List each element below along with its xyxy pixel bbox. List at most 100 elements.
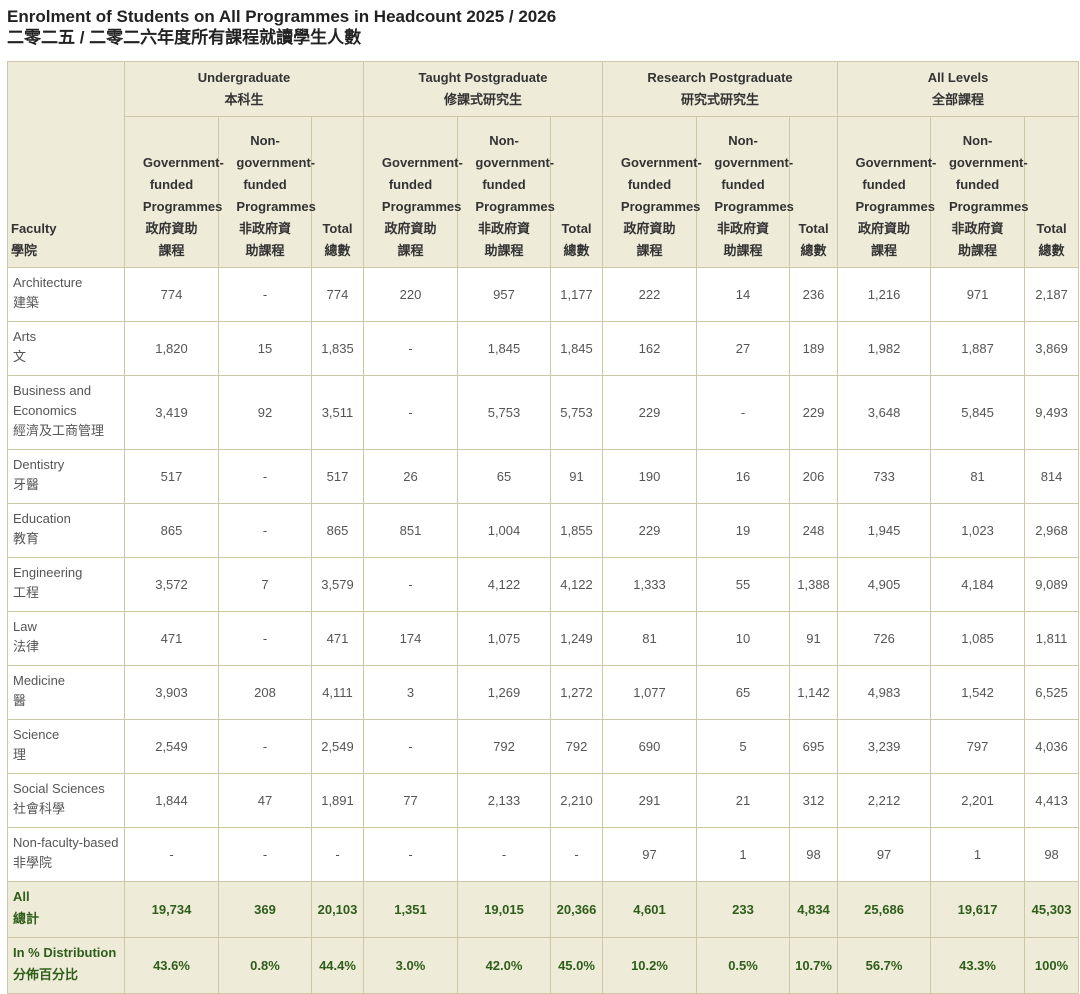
cell: 1,177 [549,267,604,322]
cell: 2,968 [1024,503,1080,558]
column-header: Government-funded Programmes 政府資助課程 [363,116,463,268]
cell: 971 [930,267,1026,322]
cell: 0.5% [696,937,791,994]
faculty-header-en: Faculty [11,221,57,236]
cell: 100% [1024,937,1080,994]
cell: 19,734 [124,881,219,938]
cell: 4,122 [457,557,551,612]
column-header: Government-funded Programmes 政府資助課程 [602,116,702,268]
cell: - [218,611,312,666]
group-en: Research Postgraduate [647,70,793,85]
faculty-en: All [13,889,30,904]
column-zh: 非政府資助課程 [238,221,291,258]
cell: 1,891 [311,773,364,828]
faculty-header-zh: 學院 [11,243,38,258]
cell: 1,004 [457,503,551,558]
group-zh: 本科生 [224,92,264,107]
group-header: All Levels 全部課程 [837,61,1080,117]
faculty-en: Medicine [13,673,66,688]
cell: 91 [789,611,839,666]
faculty-en: Non-faculty-based [13,835,119,850]
cell: 10.2% [602,937,698,994]
faculty-row: Business and Economics 經濟及工商管理 3,419 92 3,51… [7,375,1080,450]
cell: 65 [696,665,791,720]
cell: - [549,827,604,882]
cell: 98 [789,827,839,882]
column-zh: 政府資助課程 [858,221,911,258]
table-head: Faculty 學院 Undergraduate 本科生 Taught Postgr… [7,61,1080,268]
cell: 47 [218,773,312,828]
column-header: Total 總數 [1024,116,1080,268]
cell: 97 [837,827,932,882]
cell: 4,834 [789,881,839,938]
faculty-name: Education 教育 [7,503,125,558]
cell: - [218,503,312,558]
cell: 19 [696,503,791,558]
faculty-en: Architecture [13,275,83,290]
cell: 1,085 [930,611,1026,666]
column-en: Total [561,221,592,236]
cell: 726 [837,611,932,666]
cell: 26 [363,449,458,504]
cell: 695 [789,719,839,774]
cell: 3,572 [124,557,219,612]
cell: - [696,375,791,450]
column-en: Non-government-funded Programmes [475,133,555,214]
cell: - [363,827,458,882]
faculty-name: In % Distribution 分佈百分比 [7,937,125,994]
cell: 189 [789,321,839,376]
cell: 20,366 [549,881,604,938]
cell: 208 [218,665,312,720]
cell: 792 [457,719,551,774]
cell: 3,511 [311,375,364,450]
cell: 1,272 [549,665,604,720]
cell: 174 [363,611,458,666]
column-zh: 總數 [563,243,590,258]
cell: 3,239 [837,719,932,774]
column-zh: 政府資助課程 [145,221,198,258]
cell: 1,835 [311,321,364,376]
column-zh: 非政府資助課程 [717,221,770,258]
cell: - [363,375,458,450]
cell: 5,753 [549,375,604,450]
cell: 43.6% [124,937,219,994]
cell: 45,303 [1024,881,1080,938]
column-header: Total 總數 [789,116,839,268]
column-header: Government-funded Programmes 政府資助課程 [837,116,936,268]
faculty-name: Science 理 [7,719,125,774]
cell: 222 [602,267,698,322]
faculty-row: Social Sciences 社會科學 1,844 47 1,891 77 2,133 2,… [7,773,1080,828]
cell: 1,887 [930,321,1026,376]
header: Enrolment of Students on All Programmes … [7,6,556,48]
cell: 10 [696,611,791,666]
cell: 0.8% [218,937,312,994]
column-en: Government-funded Programmes [381,155,463,214]
column-zh: 非政府資助課程 [477,221,530,258]
faculty-row: Engineering 工程 3,572 7 3,579-4,122 4,122 1,333… [7,557,1080,612]
group-header: Research Postgraduate 研究式研究生 [602,61,839,117]
column-zh: 總數 [324,243,351,258]
total-row: In % Distribution 分佈百分比 43.6% 0.8% 44.4% 3.0%… [7,937,1080,994]
cell: 56.7% [837,937,932,994]
group-en: Taught Postgraduate [418,70,548,85]
faculty-en: Engineering [13,565,83,580]
cell: 77 [363,773,458,828]
faculty-zh: 非學院 [13,855,53,870]
cell: 19,015 [457,881,551,938]
cell: 4,601 [602,881,698,938]
faculty-row: Law 法律 471-471 174 1,075 1,249 81 10 91 726 1,085 1… [7,611,1080,666]
column-en: Non-government-funded Programmes [236,133,316,214]
column-header: Non-government-funded Programmes 非政府資助課程 [930,116,1028,268]
cell: 3,579 [311,557,364,612]
cell: 27 [696,321,791,376]
column-header: Government-funded Programmes 政府資助課程 [124,116,224,268]
cell: 1,075 [457,611,551,666]
cell: 851 [363,503,458,558]
cell: 2,549 [124,719,219,774]
column-en: Government-funded Programmes [620,155,702,214]
faculty-en: Law [13,619,37,634]
column-en: Government-funded Programmes [142,155,224,214]
cell: 1,945 [837,503,932,558]
faculty-zh: 經濟及工商管理 [13,423,105,438]
group-header: Undergraduate 本科生 [124,61,364,117]
